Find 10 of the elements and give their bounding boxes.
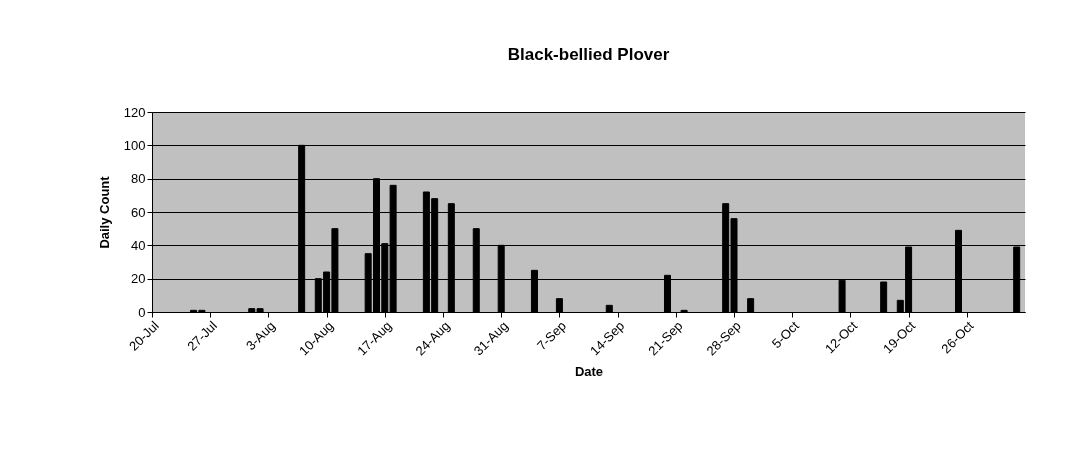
y-tick-label: 100 (123, 137, 146, 153)
y-tick-label: 0 (138, 304, 146, 320)
y-tick-label: 60 (131, 204, 146, 220)
y-tick-label: 80 (131, 171, 146, 187)
y-tick-label: 20 (131, 271, 146, 287)
y-tick-label: 40 (131, 237, 146, 253)
chart-title: Black-bellied Plover (507, 45, 670, 64)
x-axis-title: Date (574, 364, 604, 380)
y-axis-title: Daily Count (96, 175, 112, 249)
y-tick-label: 120 (123, 104, 146, 120)
